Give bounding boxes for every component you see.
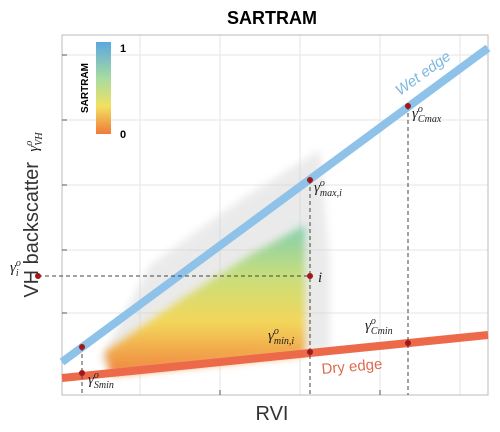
plot-frame (61, 34, 489, 396)
y-label-text: VH backscatter (21, 162, 43, 298)
label-part: γ (365, 318, 372, 334)
label-part: Cmax (418, 114, 442, 125)
label-part: γ (314, 180, 321, 196)
label-part: o (418, 104, 423, 115)
axis-ticks (62, 54, 381, 395)
label-part: Smin (94, 380, 114, 391)
label-part: o (274, 326, 279, 337)
label-part: o (320, 178, 325, 189)
label: γo Cmax (412, 104, 442, 125)
points (35, 103, 411, 376)
x-axis-label: RVI (256, 403, 289, 425)
label-part: γ (412, 106, 419, 122)
wet-edge-line (59, 44, 491, 366)
label: γo Cmin (365, 316, 393, 337)
colorbar-min: 0 (120, 129, 126, 141)
label-part: o (94, 370, 99, 381)
title: SARTRAM (227, 8, 317, 28)
colorbar-max: 1 (120, 43, 126, 55)
label-part: γ (10, 260, 17, 276)
label-part: γ (268, 328, 275, 344)
label-part: γ (88, 372, 95, 388)
colorbar (96, 42, 111, 134)
label-part: i (16, 268, 19, 279)
sup: o (24, 141, 35, 146)
sym: γ (26, 145, 42, 152)
scatter-cloud (105, 225, 305, 375)
dry-edge-label: Dry edge (321, 356, 383, 378)
colorbar-title: SARTRAM (80, 63, 91, 113)
label: γo i (10, 258, 21, 279)
label-part: max,i (320, 188, 342, 199)
label: γo max,i (314, 178, 342, 199)
label: γo Smin (88, 370, 114, 391)
label-part: min,i (274, 336, 295, 347)
y-axis-label: VH backscatter γoVH (21, 132, 45, 298)
label: i (318, 270, 322, 286)
sub: VH (34, 132, 45, 146)
point-labels: γo i i γo max,i γo min,i γo Cmax γo Cmin γo Sm… (10, 104, 442, 391)
label-part: Cmin (371, 326, 393, 337)
label-part: o (371, 316, 376, 327)
label: γo min,i (268, 326, 294, 347)
label-part: o (16, 258, 21, 269)
dry-edge-line (61, 331, 489, 382)
